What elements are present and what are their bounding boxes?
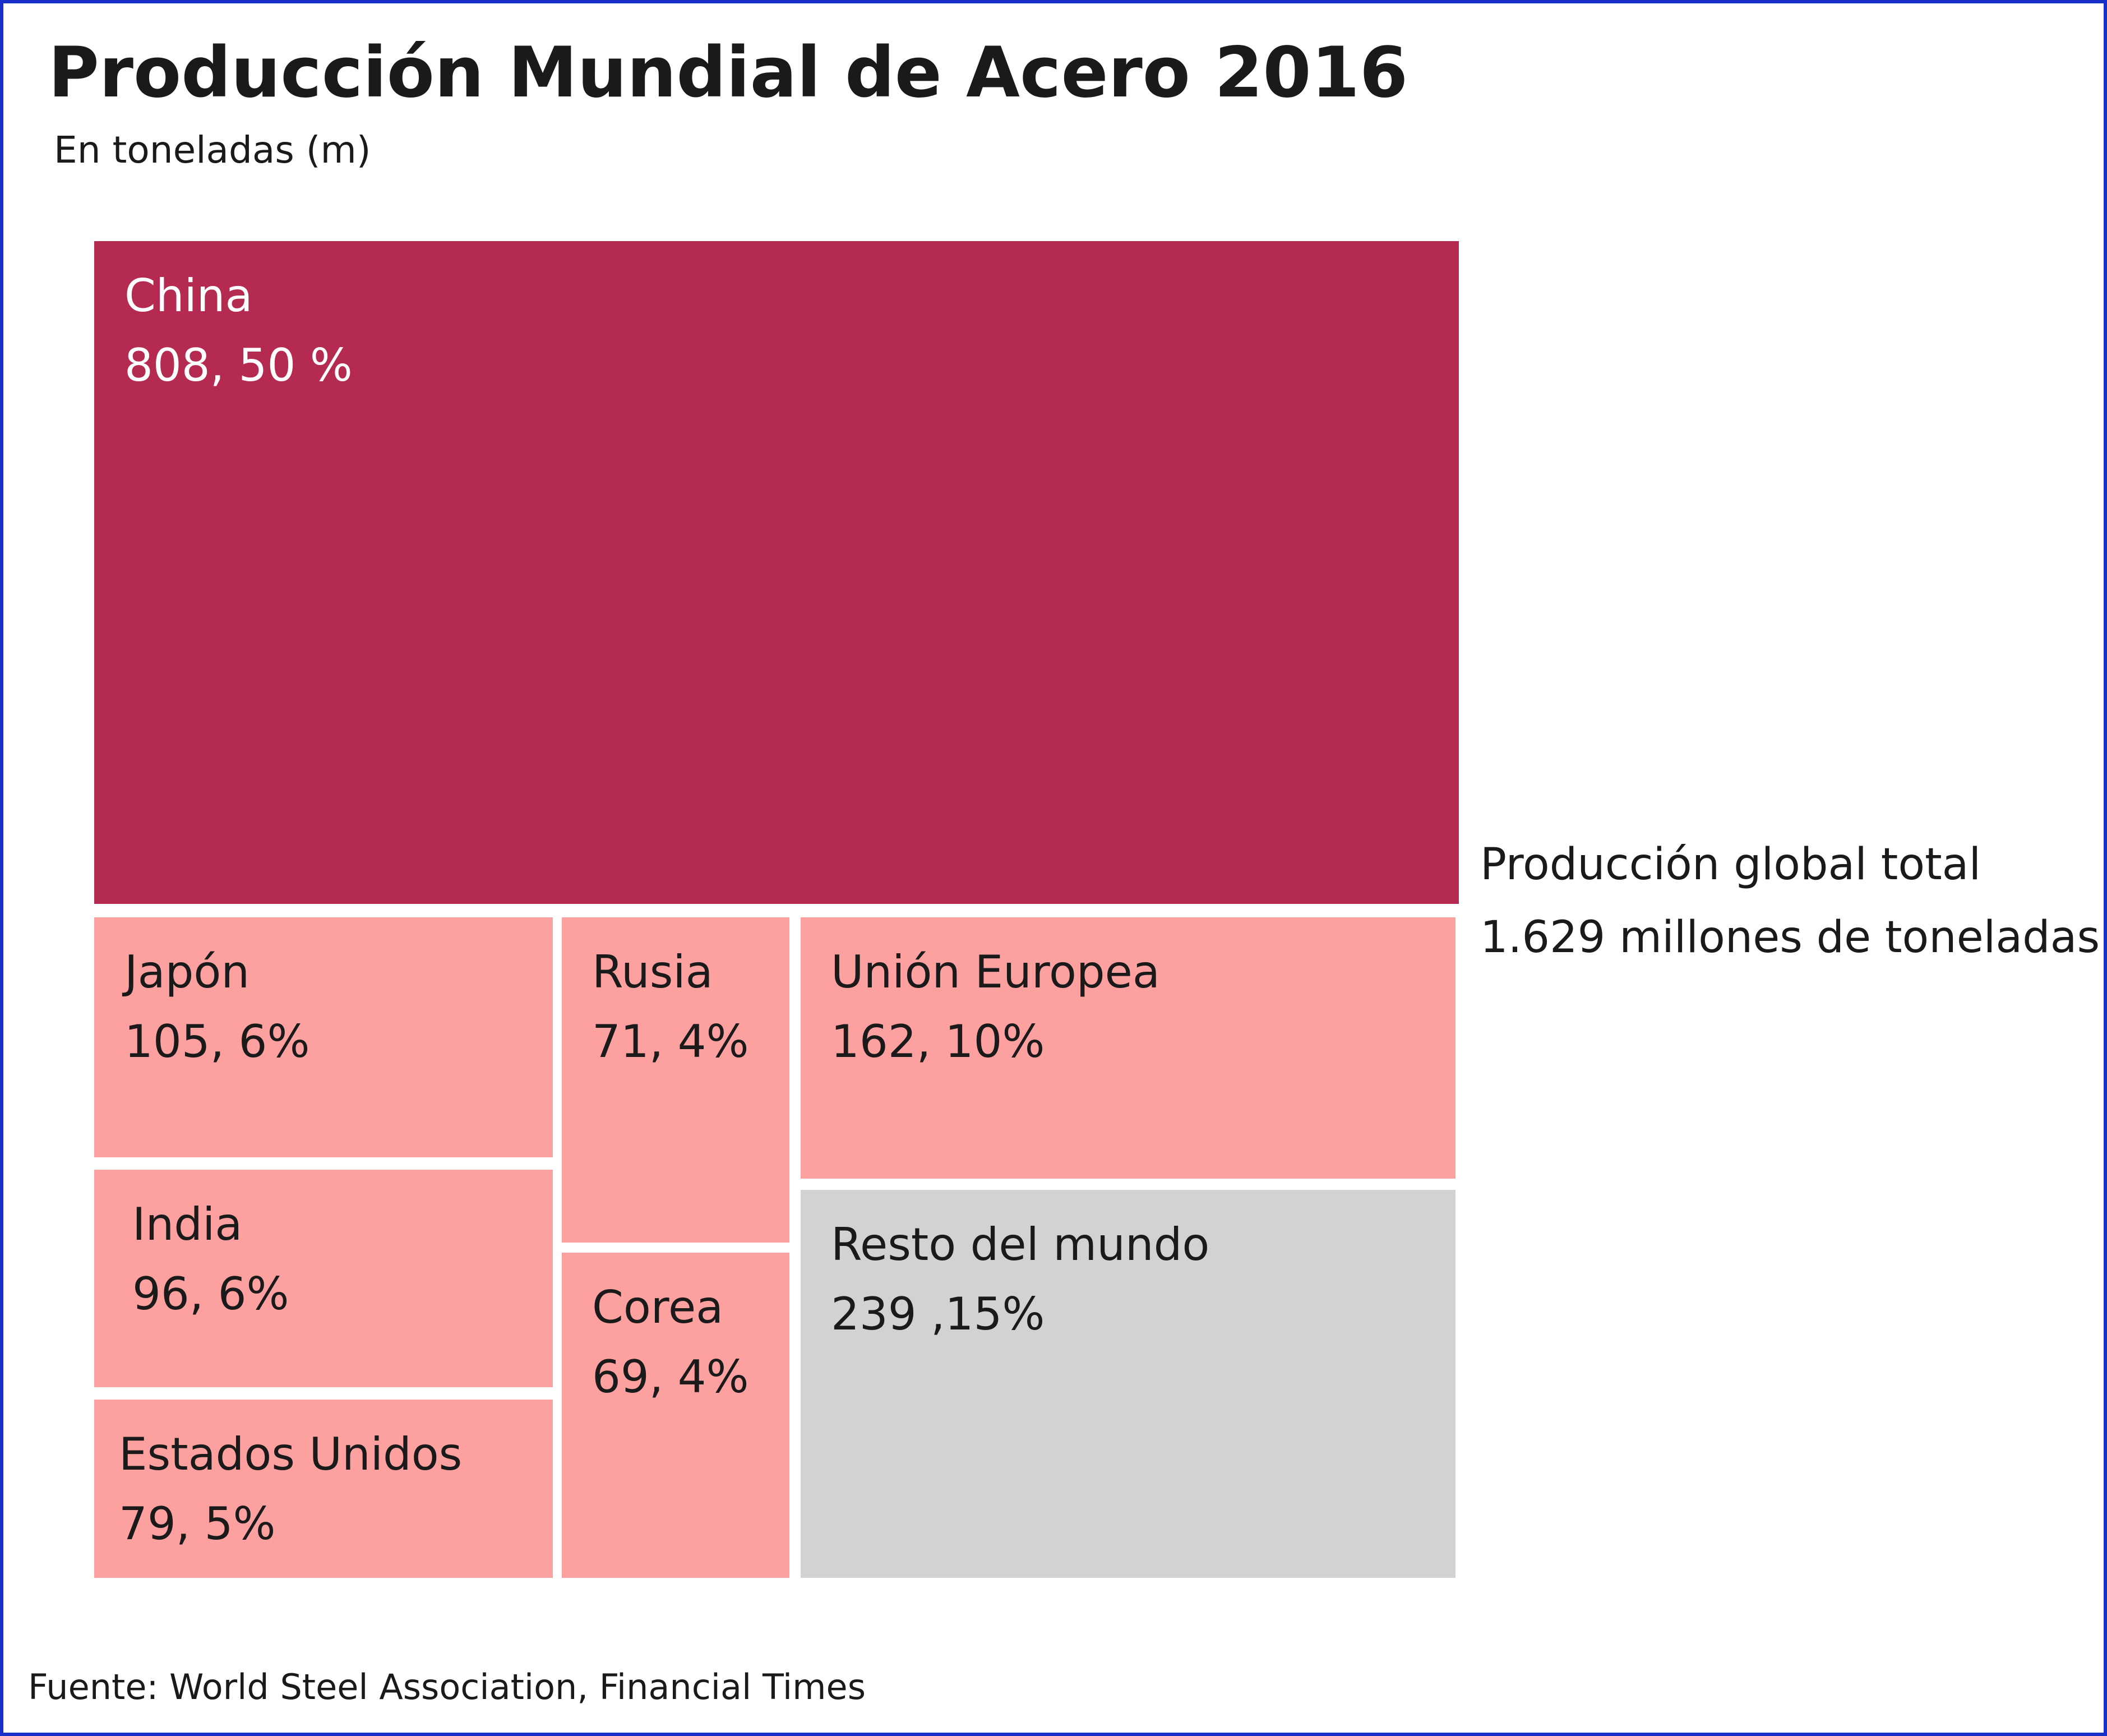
tile-name: Rusia bbox=[592, 946, 713, 998]
source-note: Fuente: World Steel Association, Financi… bbox=[28, 1666, 866, 1707]
tile-value-label: 105, 6% bbox=[124, 1015, 310, 1068]
treemap-tile-india: India 96, 6% bbox=[94, 1170, 553, 1387]
tile-value-label: 71, 4% bbox=[592, 1015, 749, 1068]
tile-value-label: 239 ,15% bbox=[831, 1288, 1045, 1340]
treemap-tile-union-europea: Unión Europea 162, 10% bbox=[801, 917, 1456, 1179]
treemap-tile-japon: Japón 105, 6% bbox=[94, 917, 553, 1157]
treemap-tile-estados-unidos: Estados Unidos 79, 5% bbox=[94, 1400, 553, 1578]
tile-name: Estados Unidos bbox=[119, 1428, 463, 1480]
tile-name: China bbox=[124, 270, 253, 322]
total-label: Producción global total bbox=[1480, 839, 1981, 890]
tile-value-label: 96, 6% bbox=[132, 1268, 289, 1320]
tile-value-label: 69, 4% bbox=[592, 1351, 749, 1403]
tile-name: Corea bbox=[592, 1281, 724, 1333]
tile-name: Unión Europea bbox=[831, 946, 1160, 998]
treemap-tile-china: China 808, 50 % bbox=[94, 241, 1459, 904]
chart-title: Producción Mundial de Acero 2016 bbox=[48, 33, 1408, 113]
treemap-tile-resto-del-mundo: Resto del mundo 239 ,15% bbox=[801, 1190, 1456, 1578]
tile-name: Resto del mundo bbox=[831, 1218, 1210, 1271]
tile-value-label: 162, 10% bbox=[831, 1015, 1045, 1068]
tile-value-label: 808, 50 % bbox=[124, 339, 353, 391]
tile-name: Japón bbox=[124, 946, 250, 998]
treemap-tile-rusia: Rusia 71, 4% bbox=[562, 917, 789, 1243]
total-value: 1.629 millones de toneladas bbox=[1480, 912, 2100, 963]
chart-subtitle: En toneladas (m) bbox=[54, 128, 371, 172]
treemap-tile-corea: Corea 69, 4% bbox=[562, 1253, 789, 1578]
tile-value-label: 79, 5% bbox=[119, 1498, 276, 1550]
tile-name: India bbox=[132, 1198, 243, 1250]
